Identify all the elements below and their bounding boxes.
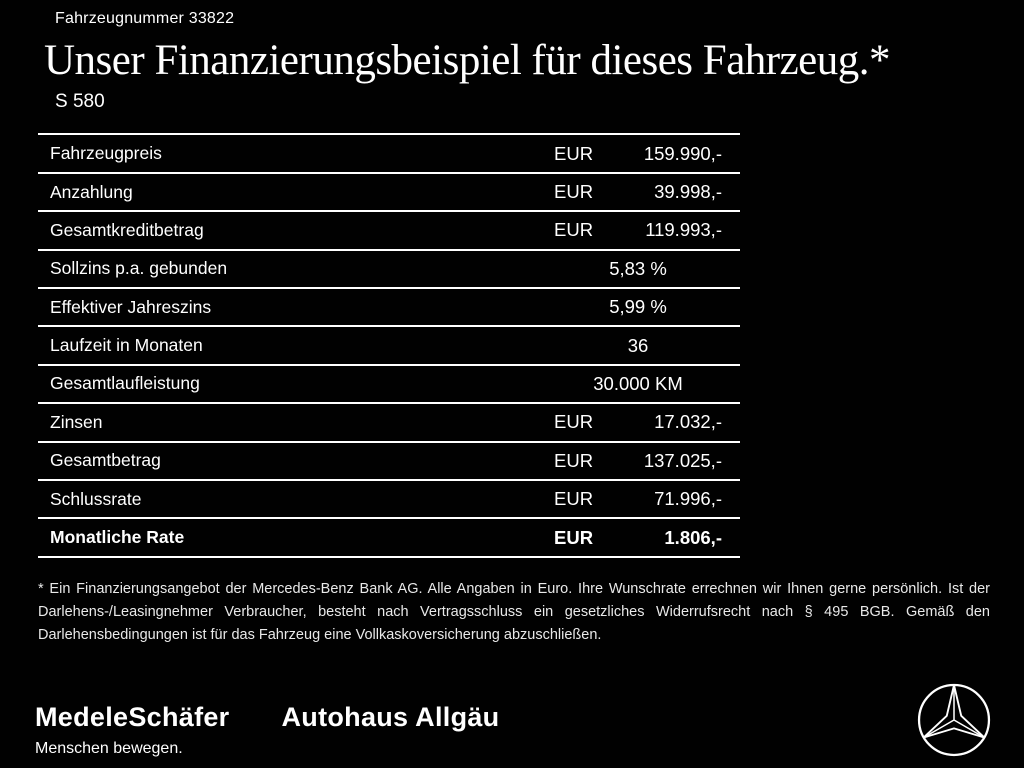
row-value-group: 5,83 % <box>554 258 722 280</box>
row-value-group: EUR 119.993,- <box>554 219 722 241</box>
amount-value: 5,83 % <box>609 257 667 279</box>
row-label: Anzahlung <box>50 181 133 202</box>
table-row: Effektiver Jahreszins 5,99 % <box>38 289 740 328</box>
dealer-block: MedeleSchäfer Autohaus Allgäu Menschen b… <box>35 702 499 758</box>
row-value-group: EUR 39.998,- <box>554 181 722 203</box>
row-label: Zinsen <box>50 411 103 432</box>
dealer-logo-autohaus-allgaeu: Autohaus Allgäu <box>281 702 500 732</box>
amount-value: 30.000 KM <box>593 372 683 394</box>
amount-value: 17.032,- <box>654 411 722 433</box>
currency-label: EUR <box>554 181 594 203</box>
table-row: Sollzins p.a. gebunden 5,83 % <box>38 251 740 289</box>
table-row: Anzahlung EUR 39.998,- <box>38 174 740 213</box>
amount-value: 39.998,- <box>654 181 722 203</box>
table-row: Gesamtkreditbetrag EUR 119.993,- <box>38 212 740 251</box>
row-value-group: 36 <box>554 335 722 357</box>
table-row: Gesamtbetrag EUR 137.025,- <box>38 443 740 481</box>
amount-value: 36 <box>627 334 649 356</box>
dealer-logos: MedeleSchäfer Autohaus Allgäu <box>35 702 499 733</box>
amount-value: 137.025,- <box>643 449 722 471</box>
currency-label: EUR <box>554 449 594 471</box>
footer: MedeleSchäfer Autohaus Allgäu Menschen b… <box>35 682 992 758</box>
table-row: Laufzeit in Monaten 36 <box>38 327 740 366</box>
amount-value: 1.806,- <box>664 526 722 548</box>
dealer-logo-medele-schaefer: MedeleSchäfer <box>35 702 230 732</box>
vehicle-model: S 580 <box>55 91 105 113</box>
row-label: Effektiver Jahreszins <box>50 296 212 317</box>
row-label: Gesamtkreditbetrag <box>50 219 204 240</box>
table-row-monthly-rate: Monatliche Rate EUR 1.806,- <box>38 519 740 558</box>
currency-label: EUR <box>554 142 594 164</box>
footer-tagline: Menschen bewegen. <box>35 740 183 757</box>
row-value-group: 30.000 KM <box>554 373 722 395</box>
amount-value: 159.990,- <box>643 142 722 164</box>
legal-footnote: * Ein Finanzierungsangebot der Mercedes-… <box>38 580 990 643</box>
vehicle-number: Fahrzeugnummer 33822 <box>55 10 235 27</box>
main-content: Fahrzeugnummer 33822 Unser Finanzierungs… <box>38 10 990 643</box>
finance-table: Fahrzeugpreis EUR 159.990,- Anzahlung EUR… <box>38 133 740 558</box>
amount-value: 119.993,- <box>645 219 722 241</box>
currency-label: EUR <box>554 526 594 548</box>
table-row: Schlussrate EUR 71.996,- <box>38 481 740 520</box>
page-title: Unser Finanzierungsbeispiel für dieses F… <box>44 37 891 84</box>
row-label: Sollzins p.a. gebunden <box>50 258 228 279</box>
currency-label: EUR <box>554 411 594 433</box>
table-row: Gesamtlaufleistung 30.000 KM <box>38 366 740 405</box>
mercedes-star-icon <box>917 683 991 757</box>
table-row: Fahrzeugpreis EUR 159.990,- <box>38 135 740 174</box>
row-label: Gesamtbetrag <box>50 450 161 471</box>
row-label: Monatliche Rate <box>50 527 185 548</box>
row-value-group: 5,99 % <box>554 296 722 318</box>
row-value-group: EUR 159.990,- <box>554 143 722 165</box>
row-label: Fahrzeugpreis <box>50 143 162 164</box>
currency-label: EUR <box>554 488 594 510</box>
currency-label: EUR <box>554 219 594 241</box>
row-label: Laufzeit in Monaten <box>50 335 203 356</box>
row-value-group: EUR 71.996,- <box>554 488 722 510</box>
row-value-group: EUR 1.806,- <box>554 527 722 549</box>
row-value-group: EUR 17.032,- <box>554 411 722 433</box>
row-value-group: EUR 137.025,- <box>554 450 722 472</box>
amount-value: 5,99 % <box>609 296 667 318</box>
row-label: Gesamtlaufleistung <box>50 373 200 394</box>
row-label: Schlussrate <box>50 488 142 509</box>
amount-value: 71.996,- <box>654 488 722 510</box>
table-row: Zinsen EUR 17.032,- <box>38 404 740 443</box>
